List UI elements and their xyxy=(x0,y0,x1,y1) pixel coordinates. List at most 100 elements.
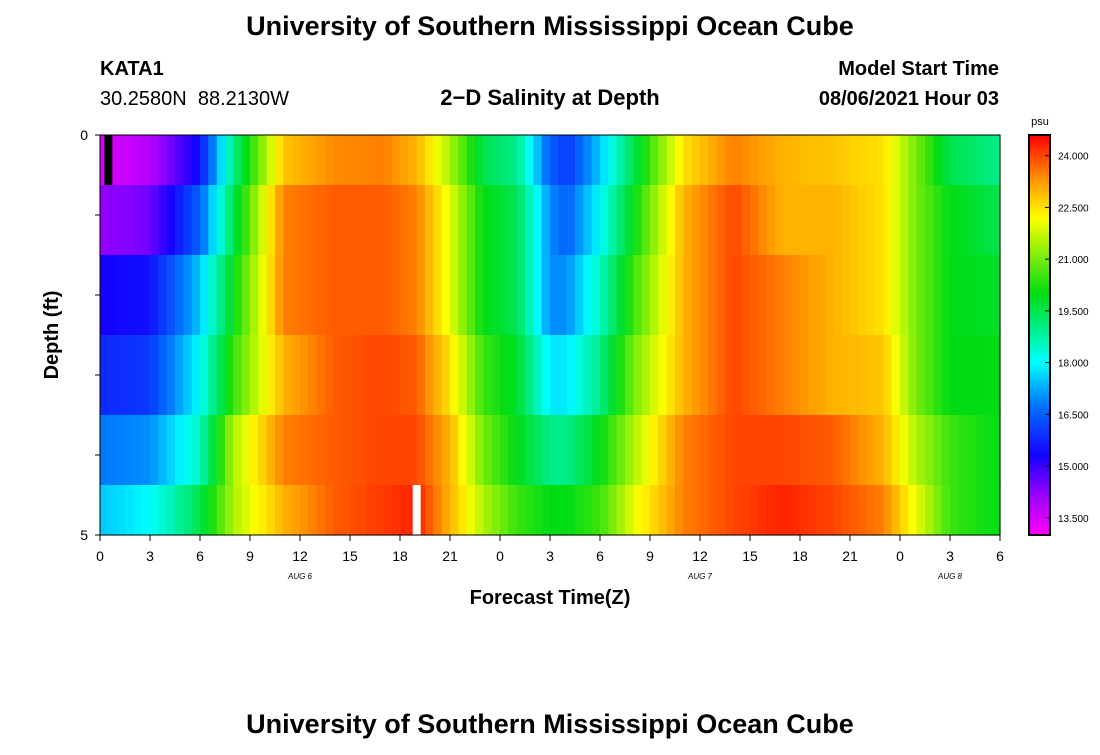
heatmap-cell xyxy=(483,335,493,416)
heatmap-cell xyxy=(250,135,259,186)
heatmap-cell xyxy=(458,135,468,186)
heatmap-cell xyxy=(716,185,726,256)
heatmap-cell xyxy=(933,485,943,536)
heatmap-cell xyxy=(825,485,834,536)
heatmap-cell xyxy=(341,415,351,486)
station-id: KATA1 xyxy=(100,58,164,80)
heatmap-cell xyxy=(441,335,451,416)
heatmap-cell xyxy=(741,415,751,486)
heatmap-cell xyxy=(466,255,476,336)
heatmap-cell xyxy=(708,255,718,336)
heatmap-cell xyxy=(408,415,418,486)
heatmap-cell xyxy=(291,415,301,486)
heatmap-cell xyxy=(425,135,434,186)
heatmap-cell xyxy=(441,415,451,486)
heatmap-cell xyxy=(550,255,559,336)
heatmap-cell xyxy=(950,335,959,416)
heatmap-cell xyxy=(991,255,1001,336)
heatmap-cell xyxy=(108,255,118,336)
heatmap-cell xyxy=(325,255,334,336)
model-start-label: Model Start Time xyxy=(838,58,999,80)
heatmap-cell xyxy=(825,335,834,416)
heatmap-cell xyxy=(608,135,618,186)
heatmap-cell xyxy=(458,335,468,416)
heatmap-cell xyxy=(583,185,593,256)
heatmap-cell xyxy=(933,185,943,256)
heatmap-cell xyxy=(608,185,618,256)
heatmap-cell xyxy=(250,415,259,486)
heatmap-cell xyxy=(491,135,501,186)
heatmap-cell xyxy=(583,335,593,416)
heatmap-cell xyxy=(691,185,701,256)
x-tick-label: 21 xyxy=(842,548,858,564)
heatmap-cell xyxy=(575,485,584,536)
heatmap-cell xyxy=(666,485,676,536)
heatmap-cell xyxy=(358,415,368,486)
heatmap-cell xyxy=(550,415,559,486)
heatmap-cell xyxy=(391,485,401,536)
colorbar-bar xyxy=(1028,134,1051,536)
heatmap-cell xyxy=(816,255,826,336)
heatmap-cell xyxy=(791,135,801,186)
heatmap-cell xyxy=(308,255,318,336)
heatmap-cell xyxy=(691,135,701,186)
heatmap-cell xyxy=(783,485,793,536)
heatmap-cell xyxy=(783,255,793,336)
heatmap-cell xyxy=(108,485,118,536)
heatmap-cell xyxy=(775,415,784,486)
heatmap-cell xyxy=(416,135,426,186)
heatmap-cell xyxy=(466,135,476,186)
heatmap-cell xyxy=(833,255,843,336)
heatmap-cell xyxy=(858,415,868,486)
heatmap-cell xyxy=(908,485,918,536)
colorbar-tick-label: 18.000 xyxy=(1058,359,1089,370)
heatmap-cell xyxy=(125,485,134,536)
heatmap-cell xyxy=(341,335,351,416)
heatmap-cell xyxy=(333,335,343,416)
heatmap-cell xyxy=(575,135,584,186)
heatmap-cell xyxy=(866,135,876,186)
heatmap-cell xyxy=(775,185,784,256)
heatmap-cell xyxy=(375,335,384,416)
heatmap-cell xyxy=(941,135,951,186)
heatmap-cell xyxy=(241,335,251,416)
heatmap-cell xyxy=(283,255,293,336)
heatmap-cell xyxy=(916,135,926,186)
heatmap-cell xyxy=(691,255,701,336)
heatmap-cell xyxy=(400,255,409,336)
heatmap-cell xyxy=(491,335,501,416)
heatmap-cell xyxy=(125,255,134,336)
heatmap-cell xyxy=(533,255,543,336)
colorbar-tick-label: 21.000 xyxy=(1058,255,1089,266)
heatmap-cell xyxy=(341,485,351,536)
heatmap-cell xyxy=(591,485,601,536)
heatmap-cell xyxy=(391,185,401,256)
heatmap-cell xyxy=(316,485,326,536)
heatmap-cell xyxy=(725,485,734,536)
heatmap-cell xyxy=(400,185,409,256)
heatmap-cell xyxy=(883,185,893,256)
heatmap-cell xyxy=(800,335,809,416)
heatmap-cell xyxy=(600,185,609,256)
heatmap-cell xyxy=(458,255,468,336)
heatmap-cell xyxy=(708,135,718,186)
heatmap-cell xyxy=(516,185,526,256)
heatmap-cell xyxy=(391,415,401,486)
heatmap-cell xyxy=(508,415,518,486)
heatmap-cell xyxy=(633,485,643,536)
heatmap-cell xyxy=(333,255,343,336)
heatmap-cell xyxy=(600,135,609,186)
heatmap-cell xyxy=(300,415,309,486)
heatmap-cell xyxy=(516,335,526,416)
heatmap-cell xyxy=(225,185,234,256)
heatmap-cell xyxy=(433,335,443,416)
heatmap-cell xyxy=(408,185,418,256)
heatmap-cell xyxy=(775,135,784,186)
heatmap-cell xyxy=(883,485,893,536)
heatmap-cell xyxy=(558,415,568,486)
heatmap-cell xyxy=(691,335,701,416)
heatmap-cell xyxy=(366,485,376,536)
heatmap-cell xyxy=(883,135,893,186)
heatmap-cell xyxy=(566,335,576,416)
heatmap-cell xyxy=(450,255,459,336)
